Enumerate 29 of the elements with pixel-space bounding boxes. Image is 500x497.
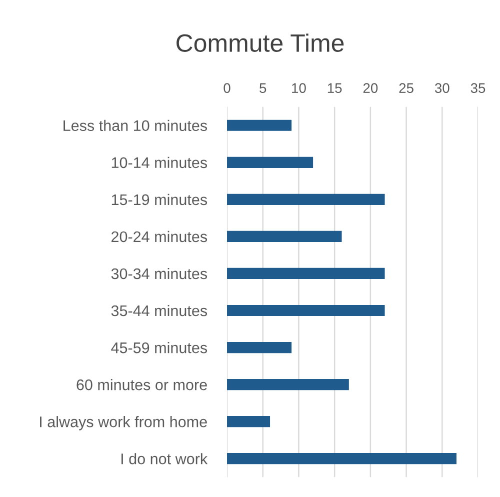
x-tick-label: 25 bbox=[399, 83, 414, 93]
y-tick-label: I do not work bbox=[122, 453, 208, 464]
y-tick-label: 10-14 minutes bbox=[112, 156, 208, 168]
x-tick-label: 10 bbox=[292, 83, 306, 93]
chart-title: Commute Time bbox=[176, 34, 344, 52]
bar bbox=[227, 416, 270, 428]
x-tick-label: 35 bbox=[470, 83, 486, 93]
y-tick-label: Less than 10 minutes bbox=[64, 120, 208, 132]
y-tick-label: 15-19 minutes bbox=[112, 194, 208, 206]
bar bbox=[227, 342, 292, 354]
bar bbox=[227, 156, 314, 168]
x-tick-label: 5 bbox=[260, 83, 266, 93]
bar bbox=[227, 304, 385, 316]
x-tick-label: 15 bbox=[328, 83, 342, 93]
bar bbox=[227, 453, 456, 464]
x-tick-label: 30 bbox=[434, 83, 450, 93]
y-tick-label: 60 minutes or more bbox=[76, 379, 207, 390]
bar bbox=[227, 268, 385, 280]
y-tick-label: 45-59 minutes bbox=[111, 342, 208, 354]
y-tick-label: 20-24 minutes bbox=[112, 230, 208, 242]
bar bbox=[227, 120, 292, 131]
y-tick-label: 30-34 minutes bbox=[111, 268, 208, 280]
x-tick-label: 20 bbox=[363, 83, 378, 93]
y-tick-label: I always work from home bbox=[40, 416, 207, 430]
y-tick-label: 35-44 minutes bbox=[111, 304, 208, 316]
x-tick-label: 0 bbox=[224, 83, 230, 93]
bar bbox=[227, 194, 385, 205]
bar bbox=[227, 379, 349, 390]
bar bbox=[227, 230, 342, 242]
